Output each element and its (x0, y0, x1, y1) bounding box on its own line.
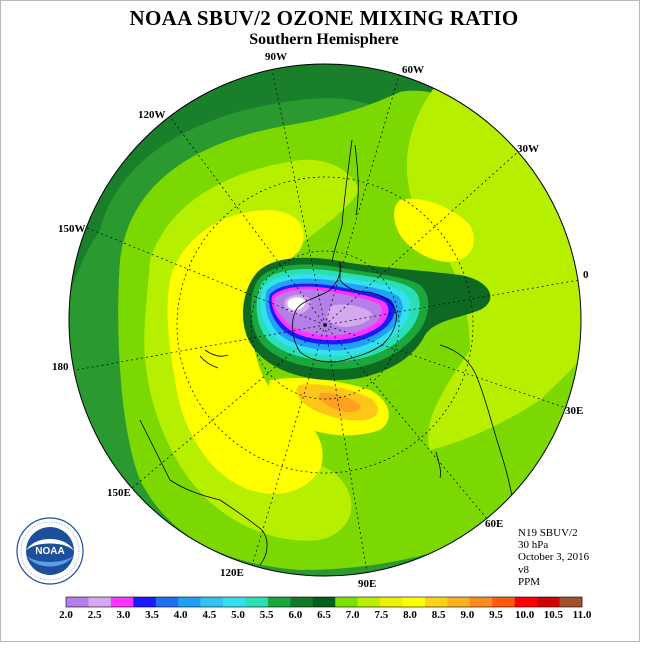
coast-antarctica (292, 261, 397, 363)
figure-frame (0, 0, 640, 642)
colorbar-tick-label: 6.0 (288, 609, 302, 621)
meridian-150w (79, 224, 326, 326)
info-block: N19 SBUV/2 30 hPa October 3, 2016 v8 PPM (518, 527, 589, 588)
colorbar-tick-label: 5.0 (231, 609, 245, 621)
colorbar-swatch (110, 597, 134, 607)
chart-subtitle: Southern Hemisphere (249, 31, 399, 48)
colorbar-tick-label: 2.0 (59, 609, 73, 621)
info-version: v8 (518, 563, 529, 576)
colorbar-tick-label: 8.0 (403, 609, 417, 621)
colorbar-swatch (357, 597, 381, 607)
lon-label-180: 180 (52, 361, 69, 373)
coast-new-zealand (199, 349, 229, 369)
lat-circle-1 (250, 250, 400, 400)
lat-circle-2 (176, 176, 474, 474)
vortex-core-white (287, 297, 306, 310)
colorbar-swatch (380, 597, 403, 607)
colorbar-tick-label: 7.5 (374, 609, 388, 621)
colorbar-tick-label: 10.0 (515, 609, 535, 621)
longitude-labels: 90W 60W 120W 30W 150W 0 180 30E 150E 60E… (52, 51, 589, 590)
colorbar-swatch (447, 597, 471, 607)
colorbar-tick-label: 9.0 (460, 609, 474, 621)
colorbar-swatch (267, 597, 291, 607)
colorbar-swatch (290, 597, 314, 607)
colorbar-tick-label: 4.0 (174, 609, 188, 621)
info-date: October 3, 2016 (518, 551, 590, 564)
meridian-120e (249, 324, 326, 573)
lon-label-90w: 90W (265, 51, 287, 63)
lon-label-120w: 120W (138, 109, 166, 121)
info-units: PPM (518, 575, 541, 588)
colorbar-tick-label: 3.5 (145, 609, 159, 621)
lon-label-60w: 60W (402, 64, 424, 76)
colorbar-swatch (245, 597, 269, 607)
lon-label-150e: 150E (107, 487, 131, 499)
colorbar-swatch (200, 597, 224, 607)
colorbar-tick-label: 10.5 (544, 609, 564, 621)
meridian-30w (324, 149, 521, 326)
meridian-30e (324, 324, 573, 411)
colorbar-swatch (223, 597, 246, 607)
meridian-180 (69, 324, 326, 373)
lon-label-150w: 150W (58, 223, 86, 235)
colorbar-tick-label: 3.0 (116, 609, 130, 621)
field-orange (319, 392, 361, 413)
chart-title: NOAA SBUV/2 OZONE MIXING RATIO (129, 6, 519, 30)
coast-madagascar (435, 451, 441, 479)
lon-label-0: 0 (583, 269, 589, 281)
lon-label-120e: 120E (220, 567, 244, 579)
colorbar-swatch (559, 597, 583, 607)
colorbar-swatch (335, 597, 358, 607)
colorbar-swatch (492, 597, 515, 607)
colorbar-tick-label: 4.5 (202, 609, 216, 621)
map-boundary (68, 63, 582, 577)
colorbar-swatch (88, 597, 112, 607)
colorbar-swatch (402, 597, 426, 607)
meridian-90w (269, 64, 326, 326)
colorbar-swatch (537, 597, 560, 607)
colorbar-tick-label: 2.5 (88, 609, 102, 621)
colorbar-swatch (424, 597, 448, 607)
lon-label-30w: 30W (517, 143, 539, 155)
vortex-core-lightviolet (326, 304, 372, 327)
info-satellite: N19 SBUV/2 (518, 527, 578, 539)
colorbar-tick-label: 8.5 (432, 609, 446, 621)
ozone-field (69, 64, 581, 576)
lon-label-60e: 60E (485, 518, 503, 530)
meridian-60e (324, 324, 489, 521)
field-yellow-northeast (394, 198, 474, 262)
colorbar-tick-label: 9.5 (489, 609, 503, 621)
field-yellow-west (167, 210, 323, 494)
colorbar-swatch (514, 597, 538, 607)
colorbar-tick-label: 11.0 (573, 609, 592, 621)
colorbar-swatch (133, 597, 157, 607)
colorbar-tick-label: 7.0 (346, 609, 360, 621)
colorbar-tick-label: 6.5 (317, 609, 331, 621)
colorbar-tick-label: 5.5 (260, 609, 274, 621)
info-level: 30 hPa (518, 539, 549, 552)
colorbar-swatch (178, 597, 201, 607)
colorbar-border (65, 596, 583, 608)
coast-south-america (331, 139, 359, 263)
colorbar-swatch (312, 597, 336, 607)
logo-text: NOAA (35, 546, 64, 557)
graticule (69, 64, 581, 576)
logo-wave (27, 556, 73, 567)
colorbar: 2.0 2.5 3.0 3.5 4.0 4.5 5.0 5.5 6.0 6.5 7.0 7.5 8.0 8… (59, 596, 592, 621)
colorbar-swatch (155, 597, 179, 607)
lon-label-30e: 30E (565, 405, 583, 417)
meridian-60w (324, 71, 401, 326)
coast-australia (139, 419, 268, 566)
colorbar-swatch (66, 597, 89, 607)
logo-bird (26, 539, 74, 551)
colorbar-swatch (469, 597, 493, 607)
logo-ring-text (20, 521, 80, 581)
lon-label-90e: 90E (358, 578, 376, 590)
noaa-logo: NOAA (16, 517, 84, 585)
